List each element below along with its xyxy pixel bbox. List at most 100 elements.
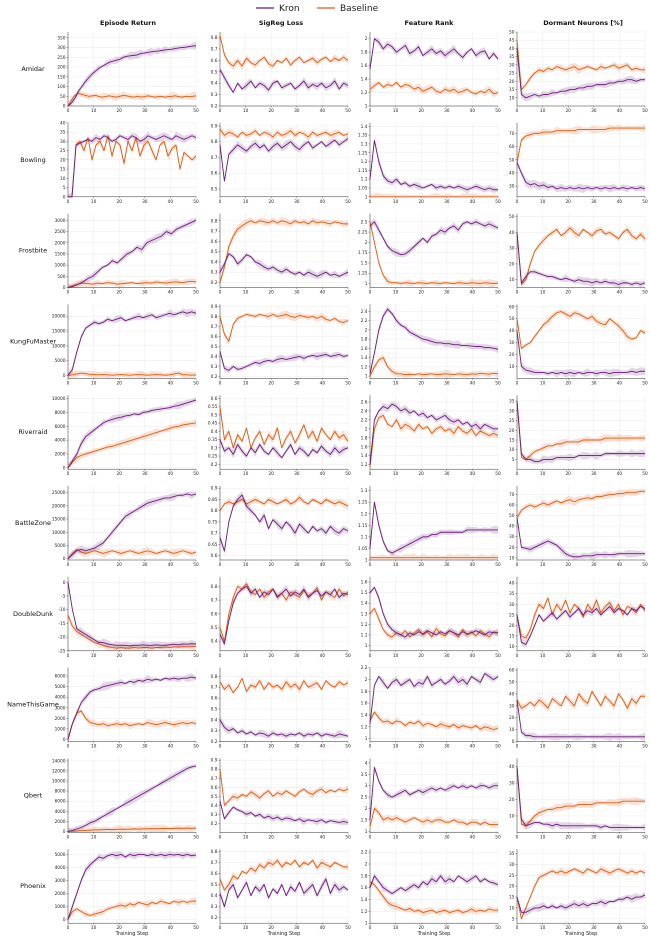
x-tick-label: 50 [495, 834, 501, 840]
x-tick-label: 50 [495, 471, 501, 477]
x-tick-label: 0 [219, 925, 222, 931]
y-tick-label: 250 [57, 55, 65, 61]
y-tick-label: 0.8 [211, 767, 218, 773]
x-tick-label: 10 [243, 290, 249, 296]
y-tick-label: 1.1 [361, 177, 368, 183]
y-tick-label: 40 [60, 120, 66, 126]
y-tick-label: 2 [365, 426, 368, 432]
panel-battlezone-2: 1 1.05 1.1 1.15 1.2 1.25 1.3 0 10 20 30 40 50 [358, 486, 501, 568]
panel-qbert-3: 10 20 30 40 0 10 20 30 40 50 [509, 758, 648, 840]
band-kron [220, 67, 348, 94]
series-line-baseline [516, 127, 645, 163]
y-tick-label: 30 [509, 184, 515, 190]
x-tick-label: 50 [193, 834, 199, 840]
y-tick-label: 30 [509, 246, 515, 252]
y-tick-label: 0.3 [211, 270, 218, 276]
row-label: Riverraid [18, 428, 47, 436]
x-tick-label: 0 [516, 653, 519, 659]
y-tick-label: 0 [63, 104, 66, 110]
x-tick-label: 0 [516, 199, 519, 205]
y-tick-label: 14000 [52, 758, 66, 764]
y-tick-label: 0.2 [211, 104, 218, 110]
x-tick-label: 10 [393, 290, 399, 296]
x-tick-label: 20 [418, 380, 424, 386]
x-tick-label: 10 [243, 925, 249, 931]
x-tick-label: 50 [345, 199, 351, 205]
y-tick-label: 25 [509, 873, 515, 879]
x-tick-label: 30 [294, 562, 300, 568]
y-tick-label: 1.05 [358, 546, 368, 552]
y-tick-label: 0.4 [211, 893, 218, 899]
y-tick-label: 0.4 [211, 803, 218, 809]
y-tick-label: 10 [60, 176, 66, 182]
x-tick-label: 0 [219, 199, 222, 205]
y-tick-label: 2000 [55, 716, 66, 722]
panel-namethisgame-2: 1 1.2 1.4 1.6 1.8 2 2.2 0 10 20 30 40 50 [361, 665, 501, 750]
x-tick-label: 0 [67, 199, 70, 205]
panel-bowling-3: 30 40 50 60 70 0 10 20 30 40 50 [509, 122, 648, 205]
y-tick-label: 0.3 [211, 364, 218, 370]
y-tick-label: 0.7 [211, 685, 218, 691]
panel-kungfumaster-1: 0.2 0.3 0.4 0.5 0.6 0.7 0.8 0.9 0 10 20 30 40 50 [211, 304, 351, 387]
x-tick-label: 20 [268, 834, 274, 840]
x-tick-label: 20 [268, 653, 274, 659]
y-tick-label: 0.6 [211, 871, 218, 877]
x-tick-label: 10 [91, 471, 97, 477]
band-baseline [370, 192, 498, 197]
y-tick-label: 50 [509, 679, 515, 685]
y-tick-label: 50 [509, 30, 515, 36]
y-tick-label: 0.6 [211, 239, 218, 245]
y-tick-label: 0.4 [211, 259, 218, 265]
y-tick-label: 30 [509, 781, 515, 787]
x-tick-label: 20 [565, 199, 571, 205]
band-kron [370, 585, 498, 641]
series-line-kron [369, 586, 498, 638]
y-tick-label: 40 [509, 764, 515, 770]
panel-amidar-2: 11.21.41.61.820 10 20 30 40 50 [361, 32, 501, 114]
y-tick-label: 25 [509, 71, 515, 77]
x-tick-label: 20 [268, 744, 274, 750]
y-tick-label: 50 [509, 513, 515, 519]
series-line-baseline [516, 227, 646, 285]
series-line-baseline [67, 615, 196, 649]
y-tick-label: 40 [509, 581, 515, 587]
band-kron [370, 499, 498, 556]
x-tick-label: 10 [91, 834, 97, 840]
x-tick-label: 30 [142, 290, 148, 296]
row-label: KungFuMaster [10, 337, 56, 345]
x-tick-label: 10 [243, 199, 249, 205]
series-line-baseline [219, 313, 349, 342]
column-title-dormant-neurons: Dormant Neurons [%] [543, 19, 623, 27]
y-tick-label: 0.2 [211, 462, 218, 468]
y-tick-label: 60 [509, 304, 515, 310]
series-line-kron [219, 878, 349, 908]
x-tick-label: 10 [91, 108, 97, 114]
x-tick-label: 30 [444, 653, 450, 659]
x-tick-label: 10 [540, 290, 546, 296]
y-tick-label: 100 [57, 84, 65, 90]
y-tick-label: 1.2 [361, 90, 368, 96]
y-tick-label: 35 [60, 130, 66, 136]
y-tick-label: 40 [509, 230, 515, 236]
y-tick-label: 6000 [55, 674, 66, 680]
x-axis-label: Training Step [564, 931, 598, 937]
y-tick-label: 35 [509, 399, 515, 405]
y-tick-label: 0.5 [211, 412, 218, 418]
x-tick-label: 50 [642, 562, 648, 568]
x-tick-label: 10 [393, 744, 399, 750]
y-tick-label: 20 [509, 797, 515, 803]
y-tick-label: 1000 [55, 726, 66, 732]
x-tick-label: 40 [168, 108, 174, 114]
y-tick-label: 0 [63, 556, 66, 562]
x-tick-label: 40 [617, 834, 623, 840]
x-tick-label: 30 [444, 471, 450, 477]
y-tick-label: 1.6 [361, 701, 368, 707]
series-line-kron [516, 401, 645, 462]
x-tick-label: 50 [345, 653, 351, 659]
x-tick-label: 20 [116, 471, 122, 477]
y-tick-label: 0.2 [211, 374, 218, 380]
x-tick-label: 30 [444, 562, 450, 568]
